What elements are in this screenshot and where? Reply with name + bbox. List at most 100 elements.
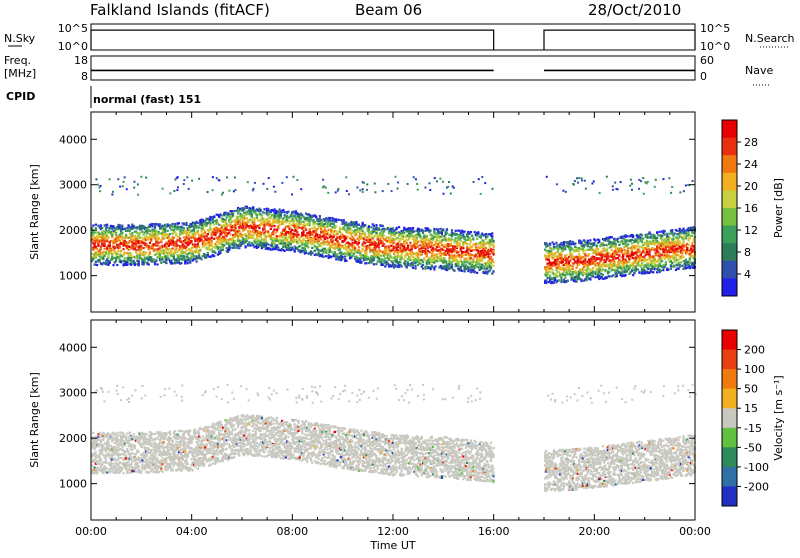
power-cell — [287, 231, 289, 233]
power-cell — [330, 246, 332, 248]
power-cell — [178, 222, 180, 224]
power-cell — [229, 218, 231, 220]
power-cell — [121, 225, 123, 227]
power-cell — [457, 263, 459, 265]
power-cell — [284, 242, 286, 244]
power-cell — [130, 264, 132, 266]
power-cell — [213, 216, 215, 218]
power-cell — [471, 254, 473, 256]
power-cell — [368, 226, 370, 228]
power-cell — [578, 264, 580, 266]
power-cell — [380, 258, 382, 260]
power-cell — [101, 227, 103, 229]
power-cell — [554, 277, 556, 279]
power-cell — [144, 261, 146, 263]
power-cell — [314, 250, 316, 252]
power-cell — [310, 238, 312, 240]
power-cell — [221, 214, 223, 216]
power-cell — [295, 210, 297, 212]
power-cell — [377, 260, 379, 262]
power-cell — [358, 249, 360, 251]
power-cell — [185, 222, 187, 224]
power-cell — [491, 237, 493, 239]
power-cell — [379, 250, 381, 252]
power-cell — [373, 259, 375, 261]
freq-tick-bottom: 8 — [81, 70, 88, 83]
power-cell — [401, 257, 403, 259]
power-cell — [424, 266, 426, 268]
power-cell — [387, 227, 389, 229]
power-cell — [411, 233, 413, 235]
power-cell — [435, 233, 437, 235]
power-cell — [258, 225, 260, 227]
power-cell — [281, 211, 283, 213]
power-cell — [189, 258, 191, 260]
power-cell — [552, 255, 554, 257]
power-cell — [104, 245, 106, 247]
power-cell — [471, 246, 473, 248]
power-cell — [587, 240, 589, 242]
power-cell — [106, 226, 108, 228]
noise-tick-right-top: 10^5 — [700, 22, 730, 35]
power-cell — [140, 248, 142, 250]
power-cell — [239, 233, 241, 235]
power-cell — [392, 249, 394, 251]
power-cell — [119, 240, 121, 242]
power-cell — [580, 241, 582, 243]
power-cell — [392, 260, 394, 262]
power-cell — [140, 245, 142, 247]
power-cell — [209, 224, 211, 226]
power-cell — [555, 273, 557, 275]
cpid-mode: normal (fast) 151 — [93, 93, 201, 106]
power-cell — [183, 227, 185, 229]
power-cell — [423, 258, 425, 260]
power-cell — [428, 251, 430, 253]
power-cell — [353, 222, 355, 224]
power-cell — [130, 255, 132, 257]
power-cell — [135, 251, 137, 253]
power-cell — [345, 221, 347, 223]
power-cell — [229, 233, 231, 235]
power-cell — [482, 265, 484, 267]
power-cell — [578, 250, 580, 252]
power-cell — [95, 227, 97, 229]
power-cell — [246, 217, 248, 219]
power-cell — [451, 266, 453, 268]
power-cell — [232, 234, 234, 236]
power-cell — [414, 267, 416, 269]
power-cell — [280, 214, 282, 216]
power-cell — [324, 238, 326, 240]
power-cell — [199, 249, 201, 251]
power-cell — [150, 238, 152, 240]
power-cell — [446, 229, 448, 231]
power-cell — [319, 234, 321, 236]
power-cell — [127, 249, 129, 251]
power-cell — [172, 226, 174, 228]
power-cell — [409, 257, 411, 259]
power-cell — [550, 248, 552, 250]
power-cell — [463, 261, 465, 263]
power-cell — [465, 268, 467, 270]
power-cell — [236, 210, 238, 212]
power-cell — [429, 229, 431, 231]
power-cell — [223, 241, 225, 243]
noise-series — [91, 30, 695, 50]
power-cell — [243, 218, 245, 220]
power-cell — [562, 261, 564, 263]
power-cell — [188, 252, 190, 254]
power-cell — [375, 232, 377, 234]
power-cell — [364, 242, 366, 244]
power-cell — [211, 229, 213, 231]
power-cell — [174, 223, 176, 225]
power-cell — [470, 239, 472, 241]
power-cell — [106, 240, 108, 242]
power-cell — [553, 243, 555, 245]
power-cell — [586, 269, 588, 271]
power-cell — [463, 237, 465, 239]
power-cell — [217, 221, 219, 223]
power-cell — [346, 250, 348, 252]
power-cell — [208, 240, 210, 242]
power-cell — [492, 250, 494, 252]
power-cell — [297, 242, 299, 244]
